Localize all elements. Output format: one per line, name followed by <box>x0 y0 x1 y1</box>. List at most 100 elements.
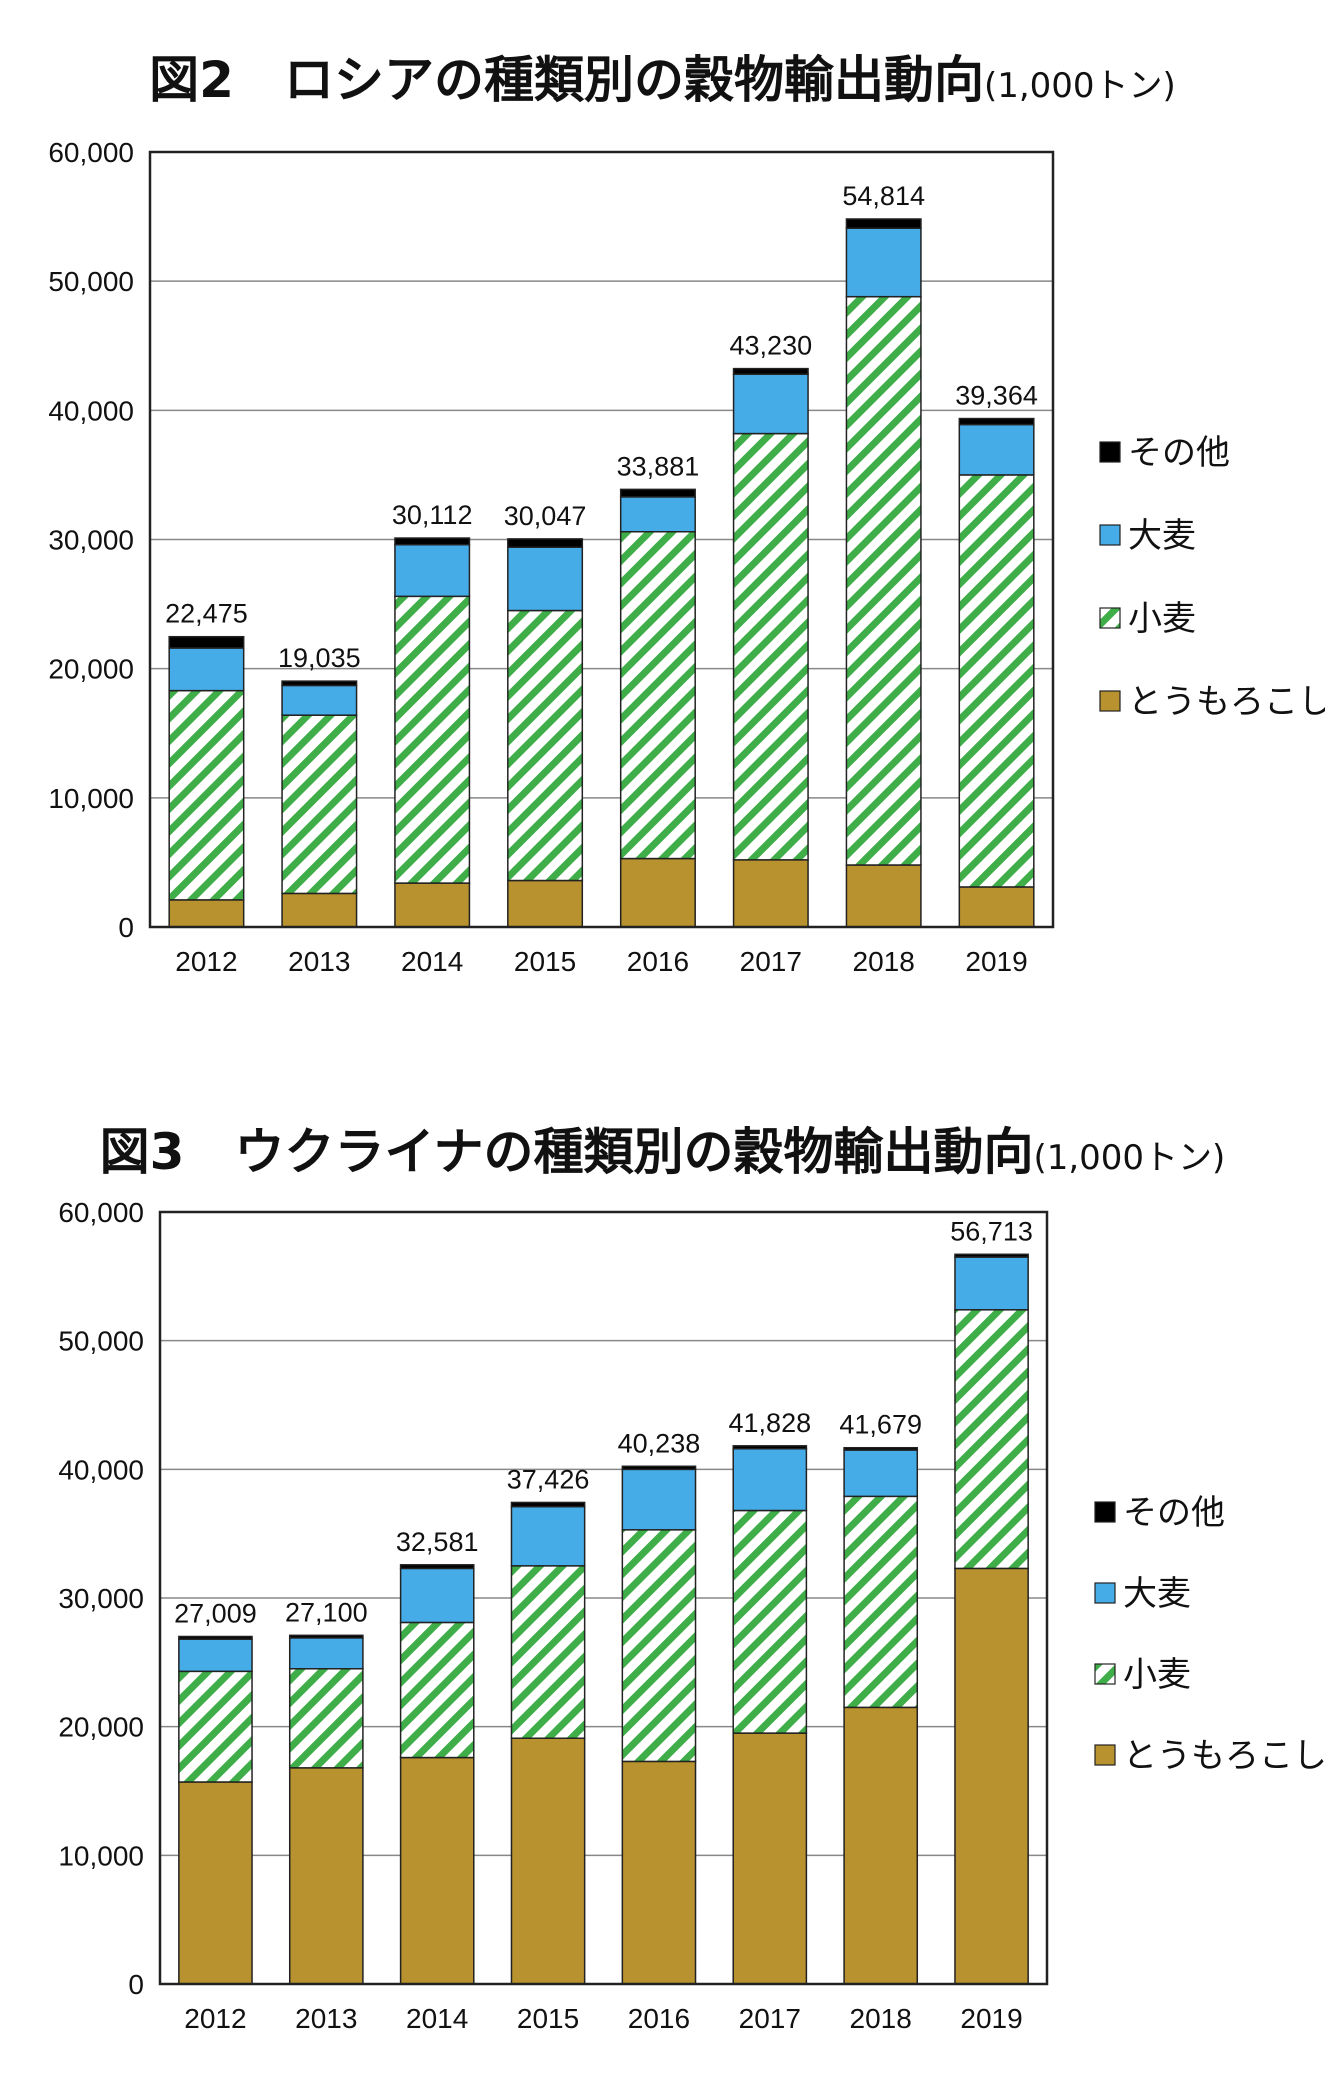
bar-segment-2-2017 <box>732 1447 808 1512</box>
bar-segment-3-2013 <box>288 1634 364 1639</box>
legend-swatch <box>1094 1744 1116 1766</box>
total-label: 41,679 <box>839 1410 922 1440</box>
bar-segment-0-2016 <box>621 1760 697 1985</box>
bar-segment-2-2019 <box>954 1256 1029 1311</box>
total-label: 30,112 <box>392 500 473 530</box>
bar-segment-0-2018 <box>845 864 922 928</box>
bar-segment-1-2018 <box>843 1495 919 1709</box>
bar-segment-0-2013 <box>288 1767 364 1985</box>
chart-title-text: 図3 ウクライナの種類別の穀物輸出動向 <box>99 1123 1034 1181</box>
bar-segment-1-2012 <box>178 1670 253 1783</box>
x-tick-label: 2018 <box>850 2003 912 2034</box>
total-label: 22,475 <box>165 599 248 629</box>
x-tick-label: 2014 <box>401 946 463 977</box>
x-tick-label: 2013 <box>288 946 350 977</box>
total-label: 30,047 <box>504 501 587 531</box>
legend-label: とうもろこし <box>1128 682 1325 722</box>
chart-title: 図3 ウクライナの種類別の穀物輸出動向(1,000トン) <box>0 1112 1325 1184</box>
bar-segment-3-2017 <box>732 367 809 375</box>
bar-segment-3-2014 <box>394 537 471 546</box>
total-label: 41,828 <box>729 1408 812 1438</box>
bar-segment-1-2014 <box>394 595 471 884</box>
total-label: 33,881 <box>617 451 700 481</box>
legend-label: 小麦 <box>1128 599 1196 639</box>
legend-label: とうもろこし <box>1123 1736 1325 1776</box>
total-label: 43,230 <box>730 331 813 361</box>
y-tick-label: 0 <box>128 1969 144 2000</box>
legend-swatch <box>1099 607 1121 629</box>
bar-segment-2-2015 <box>507 546 584 612</box>
plot-area <box>158 1210 1049 1986</box>
legend-swatch <box>1099 524 1121 546</box>
russia-figure: 図2 ロシアの種類別の穀物輸出動向(1,000トン) 0 10,000 20,000… <box>0 0 1325 1000</box>
x-tick-label: 2013 <box>295 2003 357 2034</box>
legend-swatch <box>1099 441 1121 463</box>
bar-segment-1-2013 <box>281 714 358 895</box>
bar-segment-1-2014 <box>399 1621 475 1759</box>
legend-swatch <box>1094 1501 1116 1523</box>
y-tick-label: 60,000 <box>48 137 134 168</box>
x-tick-label: 2015 <box>517 2003 579 2034</box>
legend-swatch <box>1099 690 1121 712</box>
bar-segment-2-2018 <box>843 1449 919 1498</box>
y-tick-label: 20,000 <box>58 1712 144 1743</box>
bar-segment-2-2018 <box>845 227 922 298</box>
plot-area <box>148 150 1055 929</box>
y-tick-label: 40,000 <box>48 395 134 426</box>
total-label: 27,100 <box>285 1597 368 1627</box>
bar-segment-2-2015 <box>510 1505 586 1567</box>
bar-segment-2-2014 <box>394 543 471 598</box>
y-tick-label: 50,000 <box>48 266 134 297</box>
x-tick-label: 2012 <box>175 946 237 977</box>
russia-chart: 0 10,000 20,000 30,000 40,000 50,000 60,000 22,… <box>48 137 1325 977</box>
legend-swatch <box>1094 1663 1116 1685</box>
legend-label: 大麦 <box>1123 1574 1191 1614</box>
bar-segment-0-2019 <box>954 1567 1029 1985</box>
bar-segment-0-2013 <box>281 892 358 928</box>
x-tick-label: 2019 <box>960 2003 1022 2034</box>
total-label: 27,009 <box>174 1598 257 1628</box>
bar-segment-3-2013 <box>281 680 358 687</box>
bar-segment-2-2013 <box>281 684 358 716</box>
x-tick-label: 2016 <box>628 2003 690 2034</box>
total-label: 32,581 <box>396 1527 479 1557</box>
bar-segment-2-2016 <box>619 496 696 533</box>
legend-swatch <box>1094 1582 1116 1604</box>
bar-segment-0-2012 <box>168 899 245 928</box>
x-tick-label: 2018 <box>853 946 915 977</box>
y-tick-label: 30,000 <box>58 1583 144 1614</box>
y-tick-label: 60,000 <box>58 1197 144 1228</box>
x-tick-label: 2016 <box>627 946 689 977</box>
y-tick-label: 30,000 <box>48 525 134 556</box>
bar-segment-1-2013 <box>288 1668 364 1769</box>
x-tick-label: 2014 <box>406 2003 468 2034</box>
bar-segment-2-2017 <box>732 373 809 435</box>
bar-segment-2-2013 <box>288 1637 364 1670</box>
bar-segment-0-2015 <box>507 879 584 928</box>
bar-segment-3-2012 <box>168 635 245 649</box>
bar-segment-1-2012 <box>168 689 245 901</box>
bar-segment-2-2012 <box>168 647 245 692</box>
x-tick-label: 2015 <box>514 946 576 977</box>
bar-segment-3-2016 <box>621 1465 697 1471</box>
y-tick-label: 40,000 <box>58 1454 144 1485</box>
total-label: 54,814 <box>842 181 925 211</box>
bar-segment-1-2016 <box>621 1529 697 1763</box>
bar-segment-0-2018 <box>843 1706 919 1985</box>
total-label: 40,238 <box>618 1428 701 1458</box>
x-tick-label: 2017 <box>739 2003 801 2034</box>
bar-segment-1-2015 <box>507 609 584 882</box>
chart-title: 図2 ロシアの種類別の穀物輸出動向(1,000トン) <box>0 40 1325 112</box>
legend-label: 小麦 <box>1123 1655 1191 1695</box>
bar-segment-1-2018 <box>845 295 922 866</box>
bar-segment-0-2017 <box>732 1732 808 1985</box>
bar-segment-3-2018 <box>843 1446 919 1451</box>
bar-segment-0-2015 <box>510 1737 586 1985</box>
chart-title-text: 図2 ロシアの種類別の穀物輸出動向 <box>149 51 984 109</box>
legend-label: その他 <box>1128 433 1230 473</box>
total-label: 39,364 <box>955 381 1038 411</box>
x-tick-label: 2012 <box>184 2003 246 2034</box>
bar-segment-0-2017 <box>732 859 809 928</box>
bar-segment-3-2019 <box>958 417 1035 426</box>
bar-segment-3-2019 <box>954 1253 1029 1258</box>
